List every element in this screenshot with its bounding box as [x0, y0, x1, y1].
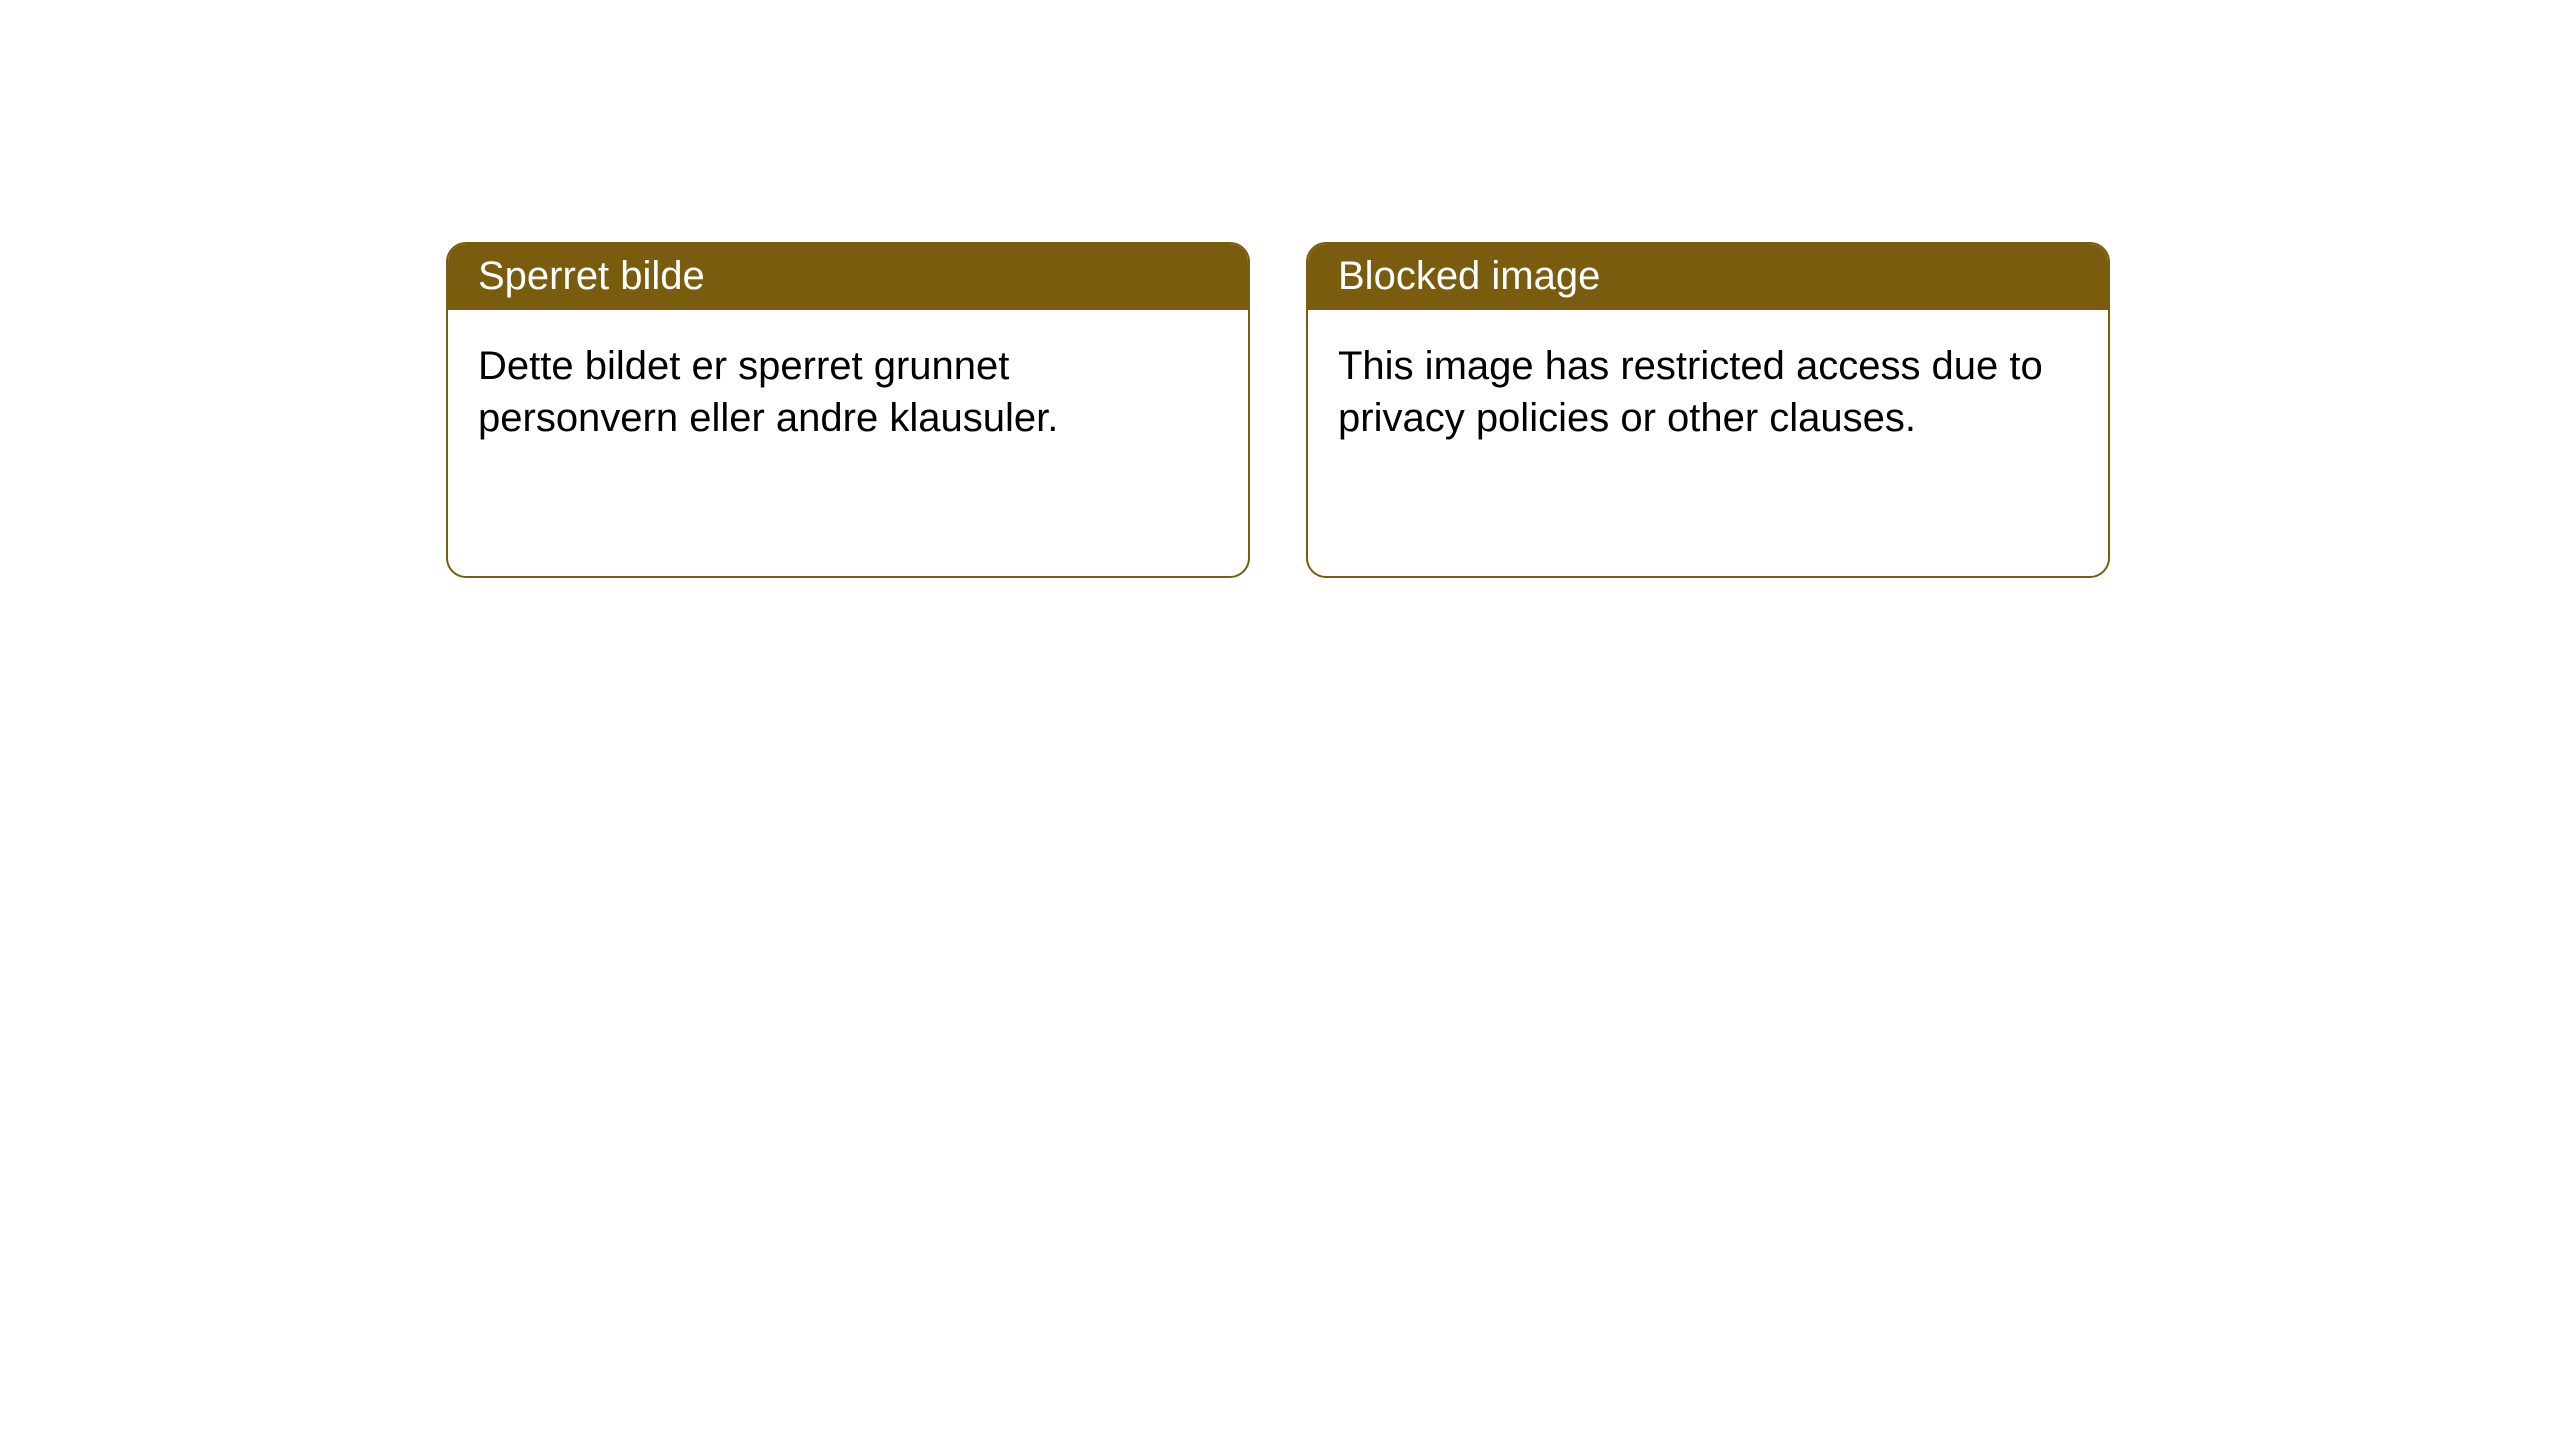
notice-header-english: Blocked image: [1308, 244, 2108, 310]
notice-body-norwegian: Dette bildet er sperret grunnet personve…: [448, 310, 1248, 474]
notice-body-english: This image has restricted access due to …: [1308, 310, 2108, 474]
notice-header-norwegian: Sperret bilde: [448, 244, 1248, 310]
notice-card-norwegian: Sperret bilde Dette bildet er sperret gr…: [446, 242, 1250, 578]
notice-card-english: Blocked image This image has restricted …: [1306, 242, 2110, 578]
notice-container: Sperret bilde Dette bildet er sperret gr…: [0, 0, 2560, 578]
